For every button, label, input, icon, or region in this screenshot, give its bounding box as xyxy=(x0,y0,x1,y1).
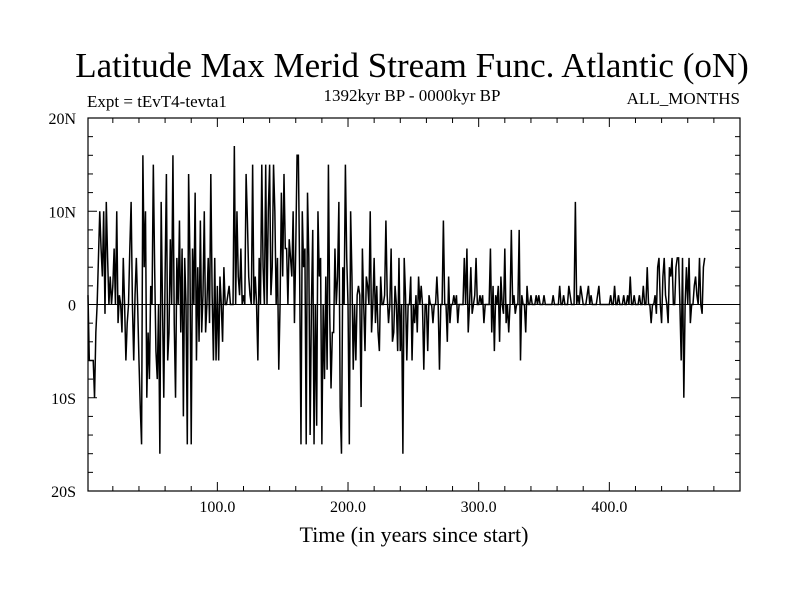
y-tick-label: 0 xyxy=(68,298,76,315)
y-tick-label: 10S xyxy=(51,391,76,408)
y-tick-label: 10N xyxy=(48,204,76,221)
time-range-label: 1392kyr BP - 0000kyr BP xyxy=(324,86,501,105)
x-tick-label: 300.0 xyxy=(461,499,497,516)
series-layer xyxy=(87,145,706,454)
experiment-label: Expt = tEvT4-tevta1 xyxy=(87,92,227,111)
y-tick-label: 20N xyxy=(48,111,76,128)
x-tick-label: 100.0 xyxy=(199,499,235,516)
x-axis-label: Time (in years since start) xyxy=(300,522,529,547)
y-tick-label: 20S xyxy=(51,484,76,501)
plot-frame xyxy=(87,117,741,492)
x-tick-label: 200.0 xyxy=(330,499,366,516)
chart-title: Latitude Max Merid Stream Func. Atlantic… xyxy=(75,46,749,85)
months-label: ALL_MONTHS xyxy=(627,89,740,108)
x-tick-label: 400.0 xyxy=(591,499,627,516)
data-series-line xyxy=(87,145,706,454)
